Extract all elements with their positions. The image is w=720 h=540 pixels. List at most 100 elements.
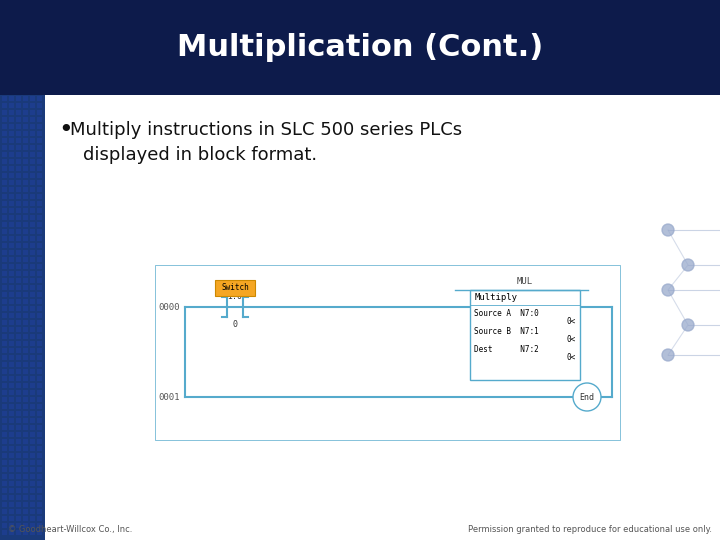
Bar <box>23 439 28 444</box>
Bar <box>30 257 35 262</box>
Bar <box>37 376 42 381</box>
Bar <box>16 460 21 465</box>
Bar <box>16 348 21 353</box>
Bar <box>30 362 35 367</box>
Bar <box>23 341 28 346</box>
Bar <box>9 271 14 276</box>
Bar <box>30 495 35 500</box>
Bar <box>23 390 28 395</box>
Bar <box>23 488 28 493</box>
Text: displayed in block format.: displayed in block format. <box>83 146 317 164</box>
Bar <box>30 131 35 136</box>
Bar <box>16 173 21 178</box>
Bar <box>37 152 42 157</box>
Bar <box>2 131 7 136</box>
Bar <box>16 355 21 360</box>
Text: Source A  N7:0: Source A N7:0 <box>474 308 539 318</box>
Bar <box>37 222 42 227</box>
Text: © Goodheart-Willcox Co., Inc.: © Goodheart-Willcox Co., Inc. <box>8 525 132 534</box>
Circle shape <box>662 224 674 236</box>
Bar <box>30 390 35 395</box>
Bar <box>37 453 42 458</box>
Bar <box>9 264 14 269</box>
Bar <box>2 194 7 199</box>
Bar <box>30 481 35 486</box>
Bar <box>37 187 42 192</box>
Bar <box>470 290 580 380</box>
Text: End: End <box>580 393 595 402</box>
Bar <box>37 208 42 213</box>
Bar <box>23 446 28 451</box>
Bar <box>2 411 7 416</box>
Text: 0<: 0< <box>567 334 576 343</box>
Bar <box>37 250 42 255</box>
Bar <box>30 117 35 122</box>
Bar <box>37 488 42 493</box>
Bar <box>23 397 28 402</box>
Bar <box>37 467 42 472</box>
Bar <box>9 362 14 367</box>
Bar <box>37 439 42 444</box>
Bar <box>16 341 21 346</box>
Bar <box>30 243 35 248</box>
Bar <box>16 411 21 416</box>
Bar <box>16 145 21 150</box>
Bar <box>16 131 21 136</box>
Bar <box>37 166 42 171</box>
Bar <box>16 292 21 297</box>
Bar <box>9 397 14 402</box>
Bar <box>9 201 14 206</box>
Bar <box>9 299 14 304</box>
Bar <box>9 236 14 241</box>
Bar <box>30 404 35 409</box>
Bar <box>16 327 21 332</box>
Bar <box>37 369 42 374</box>
Bar <box>16 194 21 199</box>
Bar <box>16 495 21 500</box>
Bar <box>2 110 7 115</box>
Bar <box>37 516 42 521</box>
Text: Source B  N7:1: Source B N7:1 <box>474 327 539 335</box>
Bar <box>23 124 28 129</box>
Bar <box>2 495 7 500</box>
Bar <box>9 418 14 423</box>
Bar <box>16 236 21 241</box>
Bar <box>30 138 35 143</box>
Bar <box>30 145 35 150</box>
Bar <box>23 257 28 262</box>
Bar <box>23 509 28 514</box>
Bar <box>2 299 7 304</box>
Bar <box>37 236 42 241</box>
Bar <box>37 285 42 290</box>
Bar <box>30 320 35 325</box>
Bar <box>2 103 7 108</box>
Bar <box>9 166 14 171</box>
Bar <box>30 313 35 318</box>
Bar <box>30 327 35 332</box>
Bar <box>37 194 42 199</box>
Bar <box>9 208 14 213</box>
Bar <box>9 530 14 535</box>
Bar <box>16 229 21 234</box>
Bar <box>30 250 35 255</box>
Bar <box>16 390 21 395</box>
Bar <box>37 397 42 402</box>
Bar <box>16 103 21 108</box>
Bar <box>9 96 14 101</box>
Bar <box>37 334 42 339</box>
Bar <box>9 474 14 479</box>
Bar <box>16 159 21 164</box>
Bar <box>37 523 42 528</box>
Bar <box>23 96 28 101</box>
Bar <box>30 509 35 514</box>
Bar <box>9 124 14 129</box>
Bar <box>30 124 35 129</box>
Bar <box>16 369 21 374</box>
Text: 0000: 0000 <box>158 302 179 312</box>
Bar <box>2 236 7 241</box>
Bar <box>30 467 35 472</box>
Bar <box>37 264 42 269</box>
Bar <box>9 250 14 255</box>
Bar <box>2 124 7 129</box>
Bar <box>2 432 7 437</box>
